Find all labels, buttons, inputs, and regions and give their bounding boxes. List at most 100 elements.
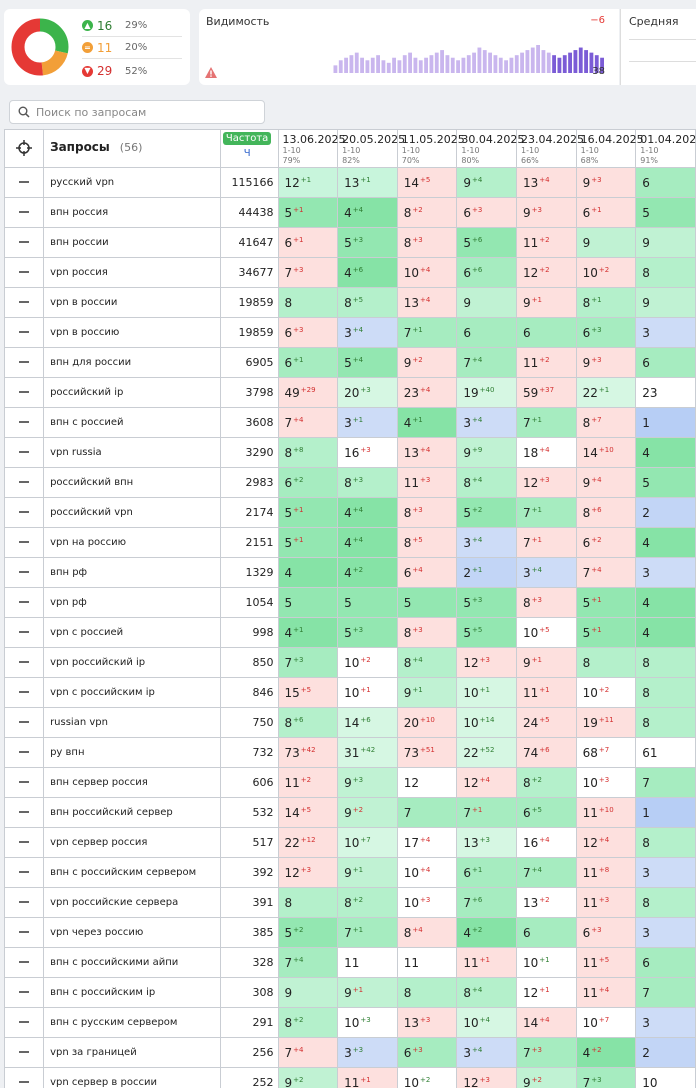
- position-cell[interactable]: 10+7: [575, 1007, 637, 1038]
- position-cell[interactable]: 10+4: [396, 857, 458, 888]
- position-cell[interactable]: 3: [635, 317, 696, 348]
- visibility-bar[interactable]: [456, 60, 460, 73]
- table-row[interactable]: vpn российские сервера 391 8 8+2 10+3 7+6 13+2…: [4, 887, 696, 918]
- position-cell[interactable]: 4: [635, 527, 696, 558]
- frequency-badge[interactable]: Частота: [222, 132, 272, 145]
- table-row[interactable]: русский vpn 115166 12+1 13+1 14+5 9+4 13+4 9+3 6: [4, 167, 696, 198]
- position-cell[interactable]: 12+3: [516, 467, 577, 498]
- position-cell[interactable]: 9+1: [516, 287, 577, 318]
- query-cell[interactable]: vpn за границей: [43, 1037, 221, 1068]
- position-cell[interactable]: 5+2: [277, 917, 339, 948]
- position-cell[interactable]: 8: [635, 647, 696, 678]
- position-cell[interactable]: 14+5: [277, 797, 339, 828]
- position-cell[interactable]: 3+1: [337, 407, 398, 438]
- query-cell[interactable]: впн с россией: [43, 407, 221, 438]
- table-row[interactable]: впн с российскими айпи 328 7+4 11 11 11+1 10+1…: [4, 947, 696, 978]
- row-toggle-button[interactable]: [4, 977, 45, 1008]
- position-cell[interactable]: 5+1: [277, 497, 339, 528]
- table-row[interactable]: vpn russia 3290 8+8 16+3 13+4 9+9 18+4 14+10 4: [4, 437, 696, 468]
- position-cell[interactable]: 24+5: [516, 707, 577, 738]
- visibility-bar[interactable]: [520, 52, 524, 73]
- position-cell[interactable]: 9+3: [516, 197, 577, 228]
- position-cell[interactable]: 3+4: [337, 317, 398, 348]
- position-cell[interactable]: 8: [277, 287, 339, 318]
- position-cell[interactable]: 12: [396, 767, 458, 798]
- position-cell[interactable]: 19+11: [575, 707, 637, 738]
- position-cell[interactable]: 5: [635, 467, 696, 498]
- position-cell[interactable]: 6+1: [456, 857, 517, 888]
- query-column-header[interactable]: Запросы (56): [43, 129, 221, 168]
- position-cell[interactable]: 6+6: [456, 257, 517, 288]
- table-row[interactable]: russian vpn 750 8+6 14+6 20+10 10+14 24+5 19+11…: [4, 707, 696, 738]
- row-toggle-button[interactable]: [4, 737, 45, 768]
- position-cell[interactable]: 7+4: [516, 857, 577, 888]
- visibility-bar[interactable]: [578, 47, 583, 73]
- visibility-bar[interactable]: [381, 60, 386, 73]
- position-cell[interactable]: 6+1: [277, 347, 339, 378]
- query-cell[interactable]: ру впн: [43, 737, 221, 768]
- visibility-bar[interactable]: [450, 57, 455, 73]
- query-cell[interactable]: vpn сервер россия: [43, 827, 221, 858]
- position-cell[interactable]: 4+1: [277, 617, 339, 648]
- visibility-bar[interactable]: [557, 57, 562, 73]
- position-cell[interactable]: 8+2: [337, 887, 398, 918]
- position-cell[interactable]: 8+2: [277, 1007, 339, 1038]
- position-cell[interactable]: 9: [277, 977, 339, 1008]
- table-row[interactable]: российский ip 3798 49+29 20+3 23+4 19+40 59+37…: [4, 377, 696, 408]
- visibility-bar[interactable]: [584, 50, 588, 73]
- visibility-bar[interactable]: [509, 57, 514, 73]
- position-cell[interactable]: 12+4: [456, 767, 517, 798]
- position-cell[interactable]: 9+1: [516, 647, 577, 678]
- position-cell[interactable]: 5+1: [277, 197, 339, 228]
- position-cell[interactable]: 4+2: [337, 557, 398, 588]
- visibility-bar[interactable]: [546, 52, 551, 73]
- position-cell[interactable]: 4: [277, 557, 339, 588]
- position-cell[interactable]: 49+29: [277, 377, 339, 408]
- table-row[interactable]: vpn рф 1054 5 5 5 5+3 8+3 5+1 4: [4, 587, 696, 618]
- row-toggle-button[interactable]: [4, 167, 45, 198]
- position-cell[interactable]: 4+4: [337, 497, 398, 528]
- warning-icon[interactable]: [205, 67, 217, 78]
- position-cell[interactable]: 8+5: [337, 287, 398, 318]
- visibility-bar[interactable]: [493, 55, 498, 73]
- position-cell[interactable]: 10+1: [516, 947, 577, 978]
- visibility-bar[interactable]: [429, 55, 434, 73]
- position-cell[interactable]: 19+40: [456, 377, 517, 408]
- query-cell[interactable]: впн с российскими айпи: [43, 947, 221, 978]
- row-toggle-button[interactable]: [4, 827, 45, 858]
- query-cell[interactable]: впн россия: [43, 197, 221, 228]
- visibility-bar[interactable]: [360, 57, 364, 73]
- date-column-header[interactable]: 11.05.2025 1-10 70%: [396, 129, 465, 168]
- visibility-bar[interactable]: [488, 52, 492, 73]
- table-row[interactable]: российский vpn 2174 5+1 4+4 8+3 5+2 7+1 8+6 2: [4, 497, 696, 528]
- position-cell[interactable]: 11+2: [516, 347, 577, 378]
- position-cell[interactable]: 22+12: [277, 827, 339, 858]
- visibility-bar[interactable]: [482, 50, 487, 73]
- visibility-bar[interactable]: [333, 65, 338, 73]
- position-cell[interactable]: 8+6: [277, 707, 339, 738]
- query-cell[interactable]: впн российский сервер: [43, 797, 221, 828]
- position-cell[interactable]: 6+3: [575, 917, 637, 948]
- visibility-bar[interactable]: [338, 60, 343, 73]
- position-cell[interactable]: 7+3: [575, 1067, 637, 1088]
- position-cell[interactable]: 6+3: [396, 1037, 458, 1068]
- visibility-bar[interactable]: [397, 60, 402, 73]
- query-cell[interactable]: vpn с россией: [43, 617, 221, 648]
- query-cell[interactable]: впн рф: [43, 557, 221, 588]
- row-toggle-button[interactable]: [4, 617, 45, 648]
- position-cell[interactable]: 8+7: [575, 407, 637, 438]
- query-cell[interactable]: russian vpn: [43, 707, 221, 738]
- position-cell[interactable]: 13+2: [516, 887, 577, 918]
- position-cell[interactable]: 7+4: [277, 1037, 339, 1068]
- position-cell[interactable]: 10+3: [396, 887, 458, 918]
- position-cell[interactable]: 10+1: [456, 677, 517, 708]
- row-toggle-button[interactable]: [4, 317, 45, 348]
- position-cell[interactable]: 5+5: [456, 617, 517, 648]
- position-cell[interactable]: 5+1: [277, 527, 339, 558]
- table-row[interactable]: впн для россии 6905 6+1 5+4 9+2 7+4 11+2 9+3 6: [4, 347, 696, 378]
- position-cell[interactable]: 13+3: [456, 827, 517, 858]
- table-row[interactable]: vpn сервер россия 517 22+12 10+7 17+4 13+3 16+…: [4, 827, 696, 858]
- row-toggle-button[interactable]: [4, 947, 45, 978]
- query-cell[interactable]: впн россии: [43, 227, 221, 258]
- query-cell[interactable]: vpn сервер в россии: [43, 1067, 221, 1088]
